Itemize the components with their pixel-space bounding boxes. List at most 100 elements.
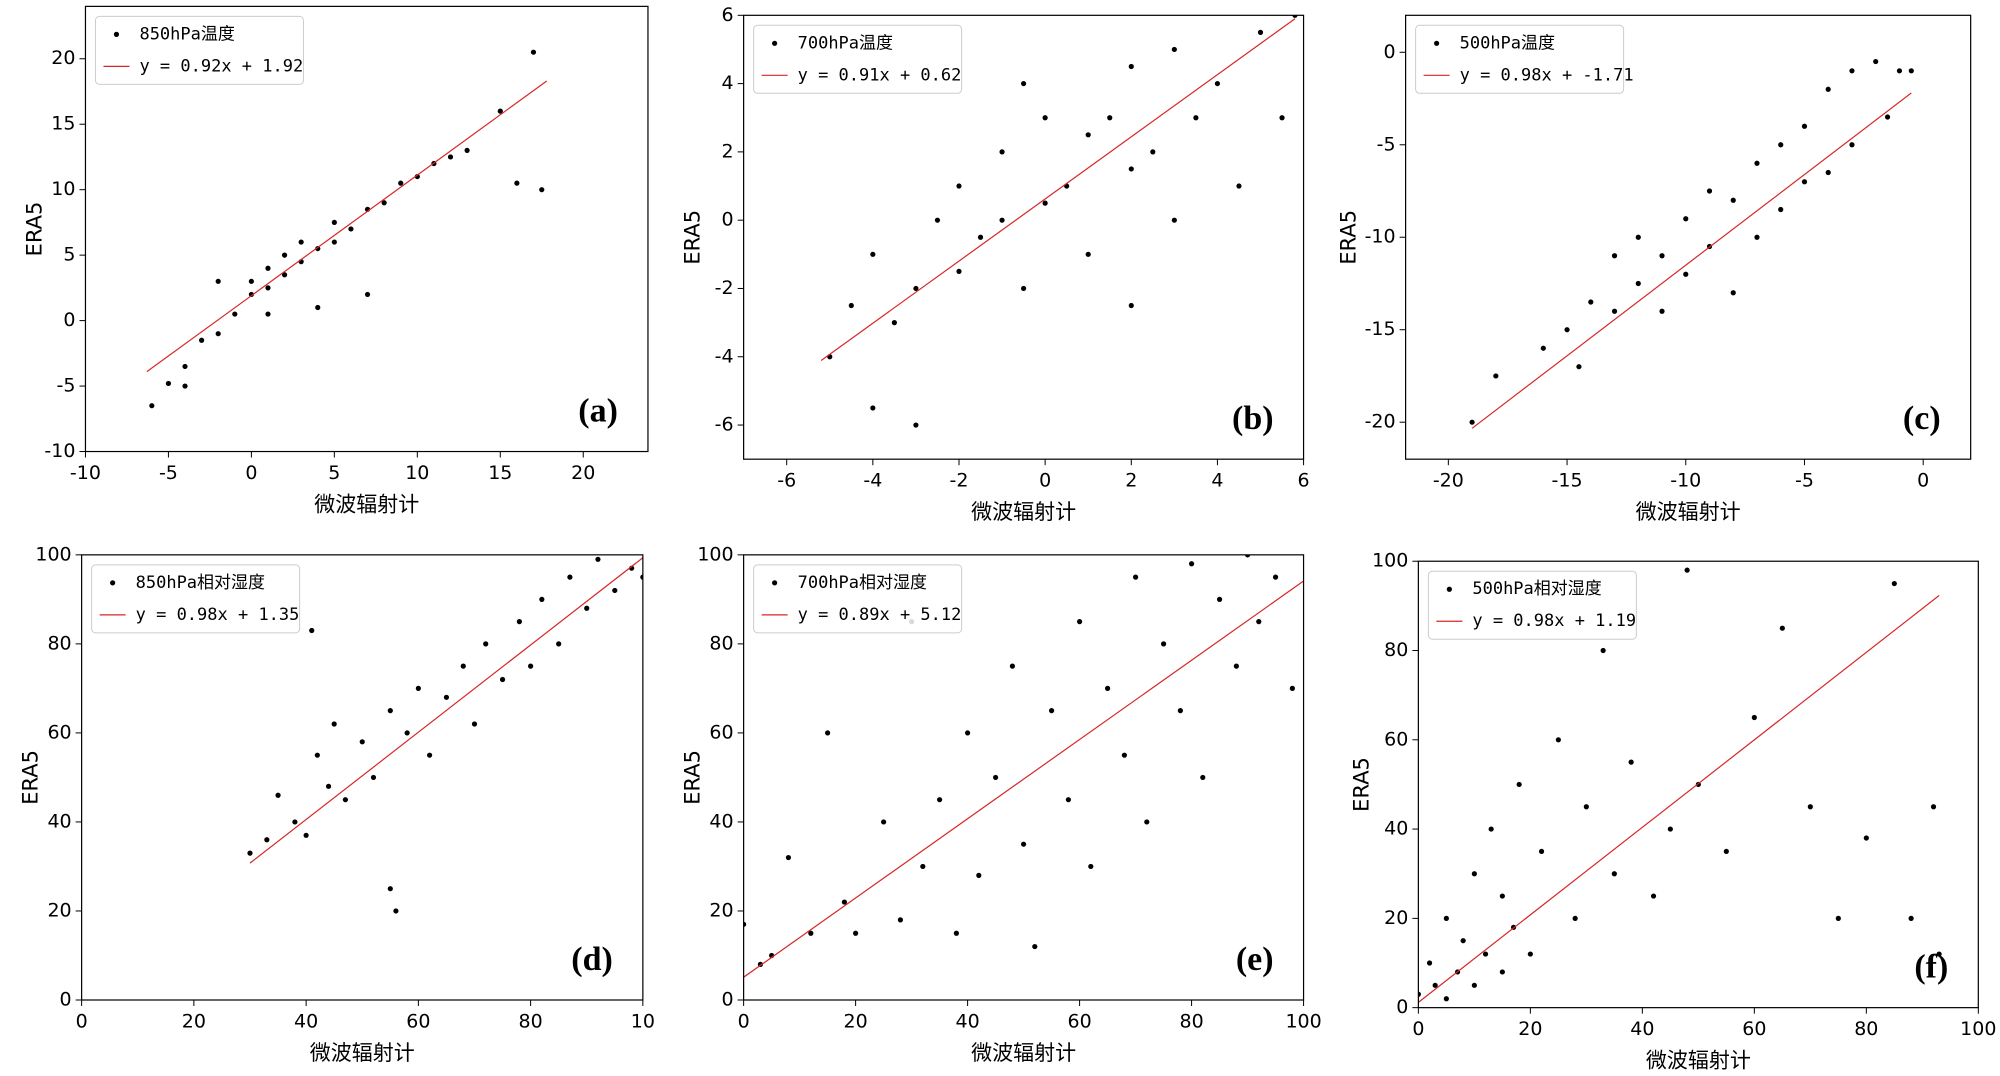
x-tick-label: 20 bbox=[182, 1011, 206, 1033]
x-tick-label: -15 bbox=[1552, 470, 1583, 492]
fit-line bbox=[1471, 92, 1912, 429]
point bbox=[584, 605, 590, 611]
subplot: 0 20 40 60 80 100 0 20 40 60 80 100 微波辐射计 ERA5 500hPa相… bbox=[1349, 550, 1996, 1073]
point bbox=[1289, 685, 1295, 691]
legend-marker bbox=[1446, 586, 1452, 592]
point bbox=[1659, 308, 1665, 314]
x-tick-label: 60 bbox=[406, 1011, 430, 1033]
y-tick-label: 20 bbox=[47, 899, 71, 921]
point bbox=[1418, 991, 1421, 997]
point bbox=[1493, 373, 1499, 379]
legend-label: y = 0.89x + 5.12 bbox=[798, 605, 962, 625]
x-tick-label: 40 bbox=[956, 1011, 980, 1033]
point bbox=[342, 797, 349, 803]
point bbox=[567, 574, 573, 580]
point bbox=[443, 694, 450, 700]
point bbox=[808, 930, 814, 936]
point bbox=[1684, 567, 1690, 573]
point bbox=[1200, 774, 1206, 781]
legend-box bbox=[91, 564, 301, 634]
point bbox=[1706, 188, 1713, 194]
point bbox=[965, 730, 971, 736]
x-tick-label: 80 bbox=[519, 1011, 543, 1033]
point bbox=[1128, 63, 1134, 70]
point bbox=[956, 268, 962, 274]
point bbox=[497, 108, 503, 114]
x-tick-label: 6 bbox=[1298, 470, 1310, 492]
x-tick-label: -2 bbox=[950, 470, 969, 492]
point bbox=[387, 886, 393, 892]
y-tick-label: -5 bbox=[57, 375, 76, 397]
plot-area bbox=[1469, 58, 1914, 429]
point bbox=[1588, 299, 1594, 305]
axes-frame bbox=[743, 554, 1305, 1001]
point bbox=[460, 663, 466, 669]
plot-area bbox=[146, 49, 548, 409]
point bbox=[1683, 271, 1689, 277]
point bbox=[1754, 160, 1760, 166]
point bbox=[1216, 596, 1223, 602]
point bbox=[539, 596, 545, 602]
x-axis-label: 微波辐射计 bbox=[314, 493, 419, 517]
point bbox=[426, 752, 433, 758]
point bbox=[264, 837, 270, 843]
point bbox=[999, 217, 1005, 223]
point bbox=[387, 708, 393, 714]
panel-label: (f) bbox=[1914, 948, 1948, 985]
point bbox=[1611, 253, 1618, 259]
point bbox=[1426, 960, 1433, 966]
point bbox=[1256, 619, 1262, 625]
point bbox=[516, 619, 522, 625]
point bbox=[149, 403, 155, 409]
y-axis-label: ERA5 bbox=[681, 750, 705, 805]
fit-line bbox=[249, 557, 643, 864]
legend-box bbox=[753, 564, 963, 634]
y-tick-label: 0 bbox=[60, 989, 72, 1011]
point bbox=[1611, 871, 1617, 877]
axes-frame bbox=[1405, 14, 1972, 460]
plot-area bbox=[247, 556, 643, 914]
point bbox=[853, 930, 859, 936]
point bbox=[315, 245, 321, 252]
point bbox=[1873, 58, 1879, 65]
point bbox=[1032, 943, 1038, 950]
x-tick-label: 10 bbox=[631, 1011, 655, 1033]
point bbox=[1930, 804, 1937, 810]
point bbox=[275, 792, 281, 798]
point bbox=[265, 311, 271, 317]
y-tick-label: -20 bbox=[1365, 411, 1396, 433]
point bbox=[265, 285, 271, 291]
x-tick-label: 15 bbox=[488, 462, 512, 484]
axes-frame bbox=[1417, 560, 1979, 1009]
point bbox=[471, 721, 478, 727]
y-tick-label: -5 bbox=[1377, 133, 1396, 155]
point bbox=[1088, 863, 1094, 870]
point bbox=[325, 783, 332, 789]
point bbox=[1132, 574, 1139, 580]
y-tick-label: 80 bbox=[709, 632, 733, 654]
point bbox=[1564, 327, 1570, 333]
point bbox=[1801, 179, 1808, 185]
point bbox=[1236, 183, 1242, 189]
y-tick-label: -10 bbox=[1365, 226, 1396, 248]
point bbox=[1779, 625, 1785, 631]
point bbox=[215, 331, 221, 337]
point bbox=[331, 721, 337, 727]
point bbox=[182, 363, 188, 370]
point bbox=[530, 49, 537, 55]
point bbox=[1778, 206, 1784, 213]
point bbox=[464, 147, 470, 153]
y-axis-label: ERA5 bbox=[681, 210, 705, 265]
x-tick-label: -10 bbox=[1670, 470, 1701, 492]
point bbox=[232, 311, 238, 317]
point bbox=[1635, 234, 1641, 240]
legend-label: 700hPa相对湿度 bbox=[798, 573, 927, 593]
legend-marker bbox=[113, 31, 120, 37]
point bbox=[292, 819, 298, 825]
point bbox=[1482, 951, 1489, 957]
point bbox=[976, 872, 982, 878]
y-tick-label: 40 bbox=[47, 810, 71, 832]
point bbox=[303, 832, 309, 838]
point bbox=[359, 739, 365, 745]
x-tick-label: 80 bbox=[1179, 1011, 1203, 1033]
